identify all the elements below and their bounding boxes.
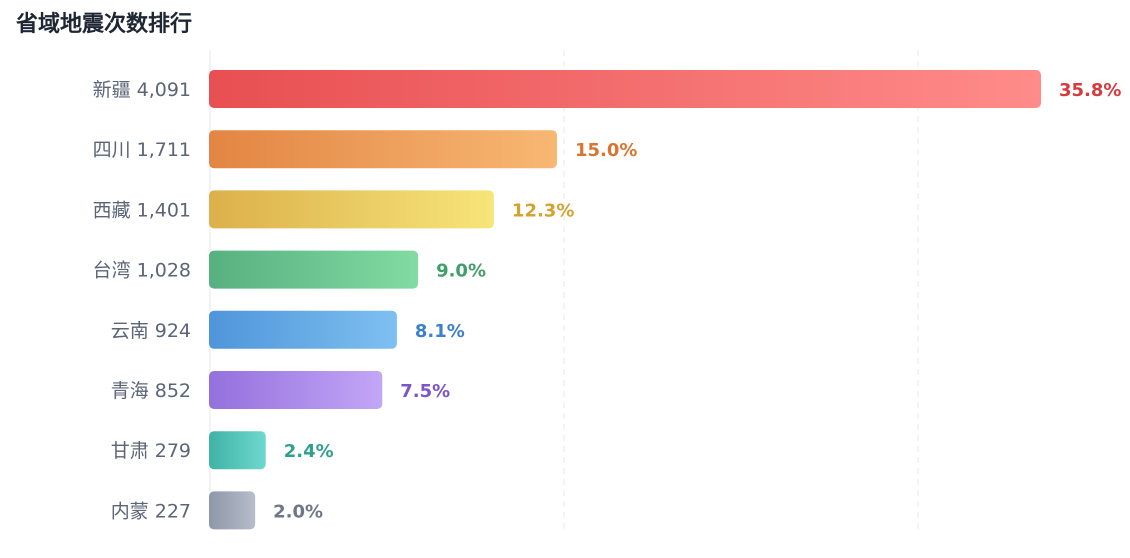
percent-label: 35.8% xyxy=(1059,80,1121,101)
bar xyxy=(209,431,266,470)
category-label: 内蒙 227 xyxy=(111,500,191,522)
category-label: 新疆 4,091 xyxy=(93,79,191,101)
bar-row: 内蒙 227 2.0% xyxy=(111,491,323,530)
chart-title: 省域地震次数排行 xyxy=(16,12,193,37)
percent-label: 8.1% xyxy=(415,321,465,342)
bar-row: 新疆 4,091 35.8% xyxy=(93,70,1121,108)
category-label: 西藏 1,401 xyxy=(93,199,191,221)
percent-label: 7.5% xyxy=(400,381,450,402)
category-label: 青海 852 xyxy=(111,380,191,402)
bar-row: 青海 852 7.5% xyxy=(111,371,450,409)
percent-label: 15.0% xyxy=(575,140,637,161)
category-label: 四川 1,711 xyxy=(93,139,191,161)
bar-row: 甘肃 279 2.4% xyxy=(111,431,334,470)
bar xyxy=(209,130,557,169)
bar xyxy=(209,491,256,530)
bar xyxy=(209,371,383,409)
category-label: 云南 924 xyxy=(111,320,191,342)
percent-label: 12.3% xyxy=(512,200,574,221)
category-label: 甘肃 279 xyxy=(111,440,191,462)
bar xyxy=(209,250,419,289)
bar xyxy=(209,310,397,349)
percent-label: 2.0% xyxy=(273,501,323,522)
bar-row: 西藏 1,401 12.3% xyxy=(93,190,574,229)
category-label: 台湾 1,028 xyxy=(93,260,191,282)
bar-row: 云南 924 8.1% xyxy=(111,310,465,349)
bar xyxy=(209,70,1041,108)
percent-label: 2.4% xyxy=(284,441,334,462)
bar xyxy=(209,190,494,229)
percent-label: 9.0% xyxy=(436,261,486,282)
bar-row: 台湾 1,028 9.0% xyxy=(93,250,486,289)
bar-row: 四川 1,711 15.0% xyxy=(93,130,637,169)
